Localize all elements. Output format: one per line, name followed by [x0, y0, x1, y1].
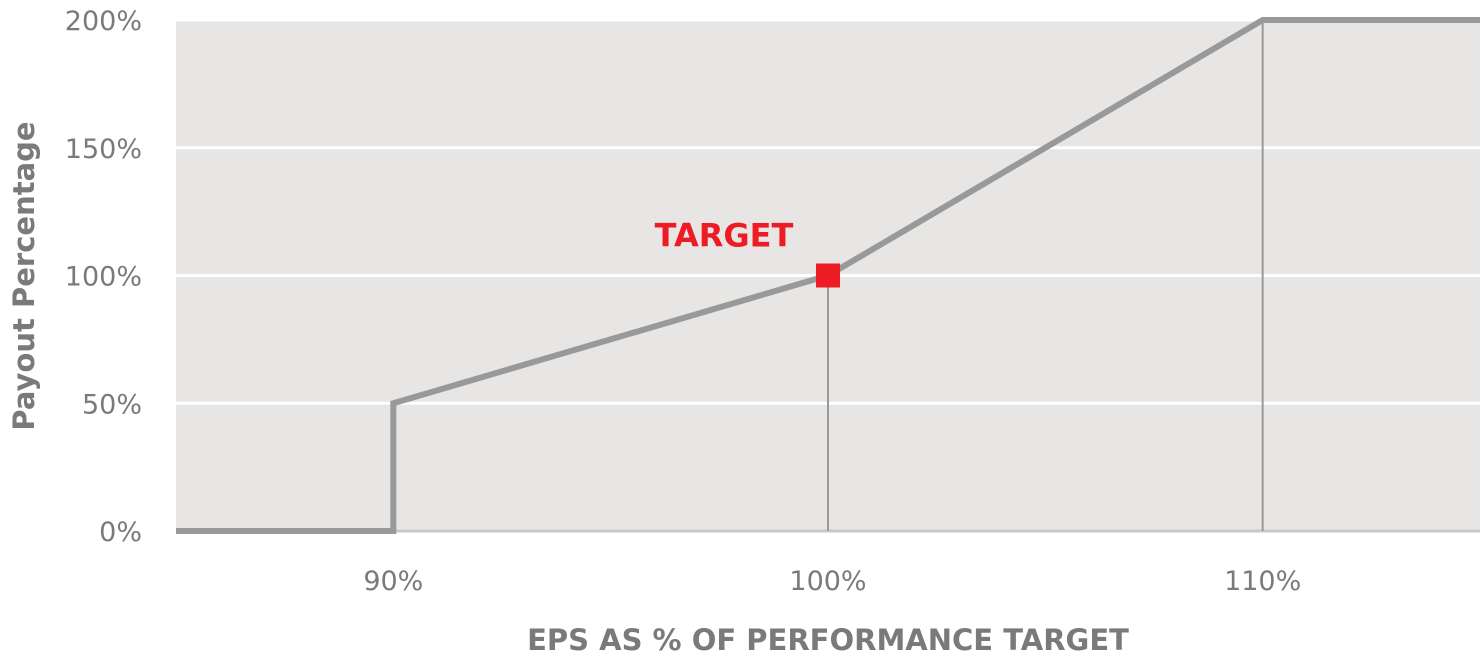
target-label: TARGET	[655, 217, 794, 255]
y-tick-label: 200%	[65, 6, 142, 37]
x-tick-label: 90%	[363, 566, 423, 597]
target-marker	[816, 263, 840, 288]
y-tick-label: 150%	[65, 134, 142, 165]
y-tick-label: 50%	[82, 389, 142, 420]
x-tick-label: 110%	[1224, 566, 1301, 597]
x-axis-title: EPS AS % OF PERFORMANCE TARGET	[527, 623, 1129, 657]
y-tick-label: 0%	[99, 517, 142, 548]
y-tick-label: 100%	[65, 262, 142, 293]
x-tick-label: 100%	[789, 566, 866, 597]
y-axis-title: Payout Percentage	[7, 121, 41, 430]
payout-line	[176, 17, 1480, 534]
